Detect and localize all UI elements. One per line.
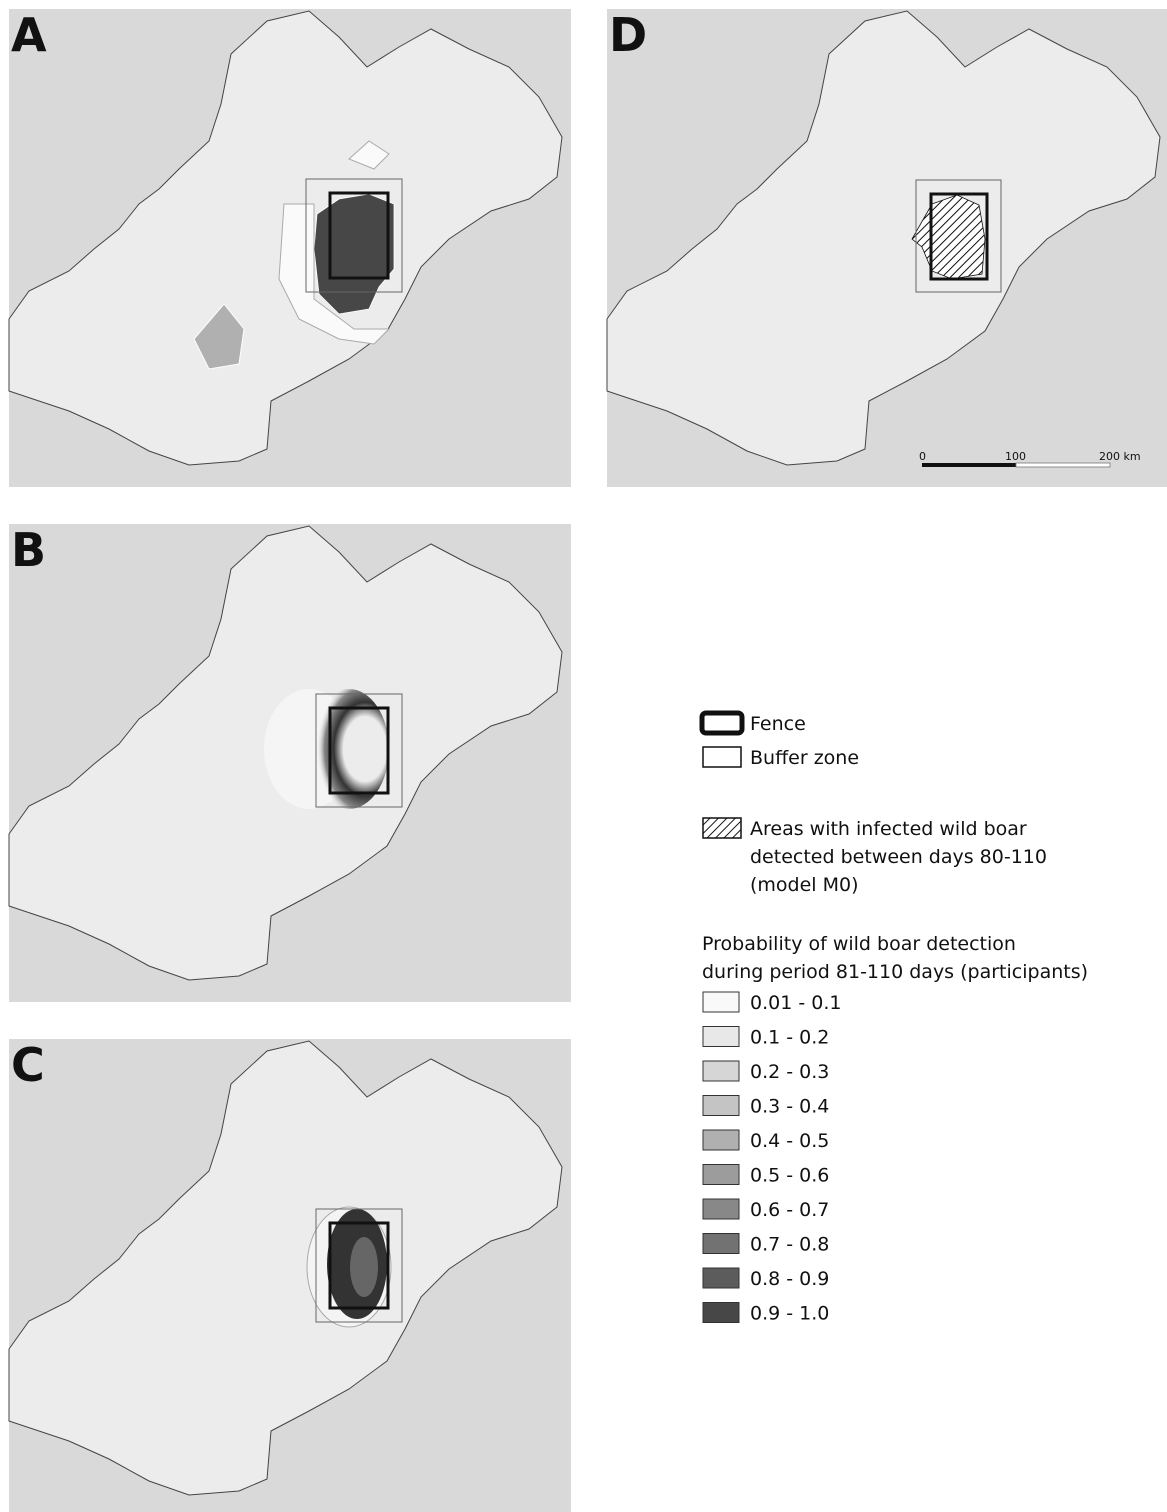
panel-label: C <box>11 1038 45 1092</box>
panel-label: B <box>11 523 46 577</box>
legend-swatch <box>702 1302 740 1323</box>
panel-a: A <box>8 8 571 487</box>
legend-swatch <box>702 1129 740 1151</box>
legend-label: 0.2 - 0.3 <box>750 1061 829 1083</box>
legend-swatch <box>702 1164 740 1185</box>
panel-label: A <box>11 8 47 62</box>
legend-label: Buffer zone <box>750 747 859 769</box>
legend-swatch <box>702 1233 740 1254</box>
legend-swatch <box>702 1095 740 1116</box>
legend-label: 0.1 - 0.2 <box>750 1027 829 1049</box>
scale-label: 200 km <box>1099 450 1141 463</box>
legend-label: detected between days 80-110 <box>750 846 1047 868</box>
panel-b: B <box>8 523 571 1002</box>
legend-label: 0.7 - 0.8 <box>750 1234 829 1256</box>
legend-label: (model M0) <box>750 874 859 896</box>
legend-label: 0.8 - 0.9 <box>750 1268 829 1290</box>
legend-swatch <box>702 1060 740 1082</box>
legend-label: 0.9 - 1.0 <box>750 1303 829 1325</box>
legend-label: 0.01 - 0.1 <box>750 992 841 1014</box>
legend-label: 0.5 - 0.6 <box>750 1165 829 1187</box>
legend-swatch <box>702 1198 740 1220</box>
legend-swatch <box>702 1026 740 1047</box>
legend-swatch <box>702 991 740 1013</box>
legend-title: during period 81-110 days (participants) <box>702 961 1088 983</box>
panel-c: C <box>8 1038 571 1512</box>
legend-label: 0.4 - 0.5 <box>750 1130 829 1152</box>
scale-label: 0 <box>919 450 926 463</box>
legend: Fence Buffer zone Areas with infected wi… <box>699 710 1088 1325</box>
legend-label: Areas with infected wild boar <box>750 818 1027 840</box>
panel-label: D <box>609 8 647 62</box>
panel-d: D 0 100 200 km <box>606 8 1167 487</box>
scale-label: 100 <box>1005 450 1026 463</box>
legend-swatch <box>702 1267 740 1289</box>
legend-title: Probability of wild boar detection <box>702 933 1016 955</box>
legend-label: 0.6 - 0.7 <box>750 1199 829 1221</box>
legend-label: Fence <box>750 713 806 735</box>
legend-label: 0.3 - 0.4 <box>750 1096 829 1118</box>
